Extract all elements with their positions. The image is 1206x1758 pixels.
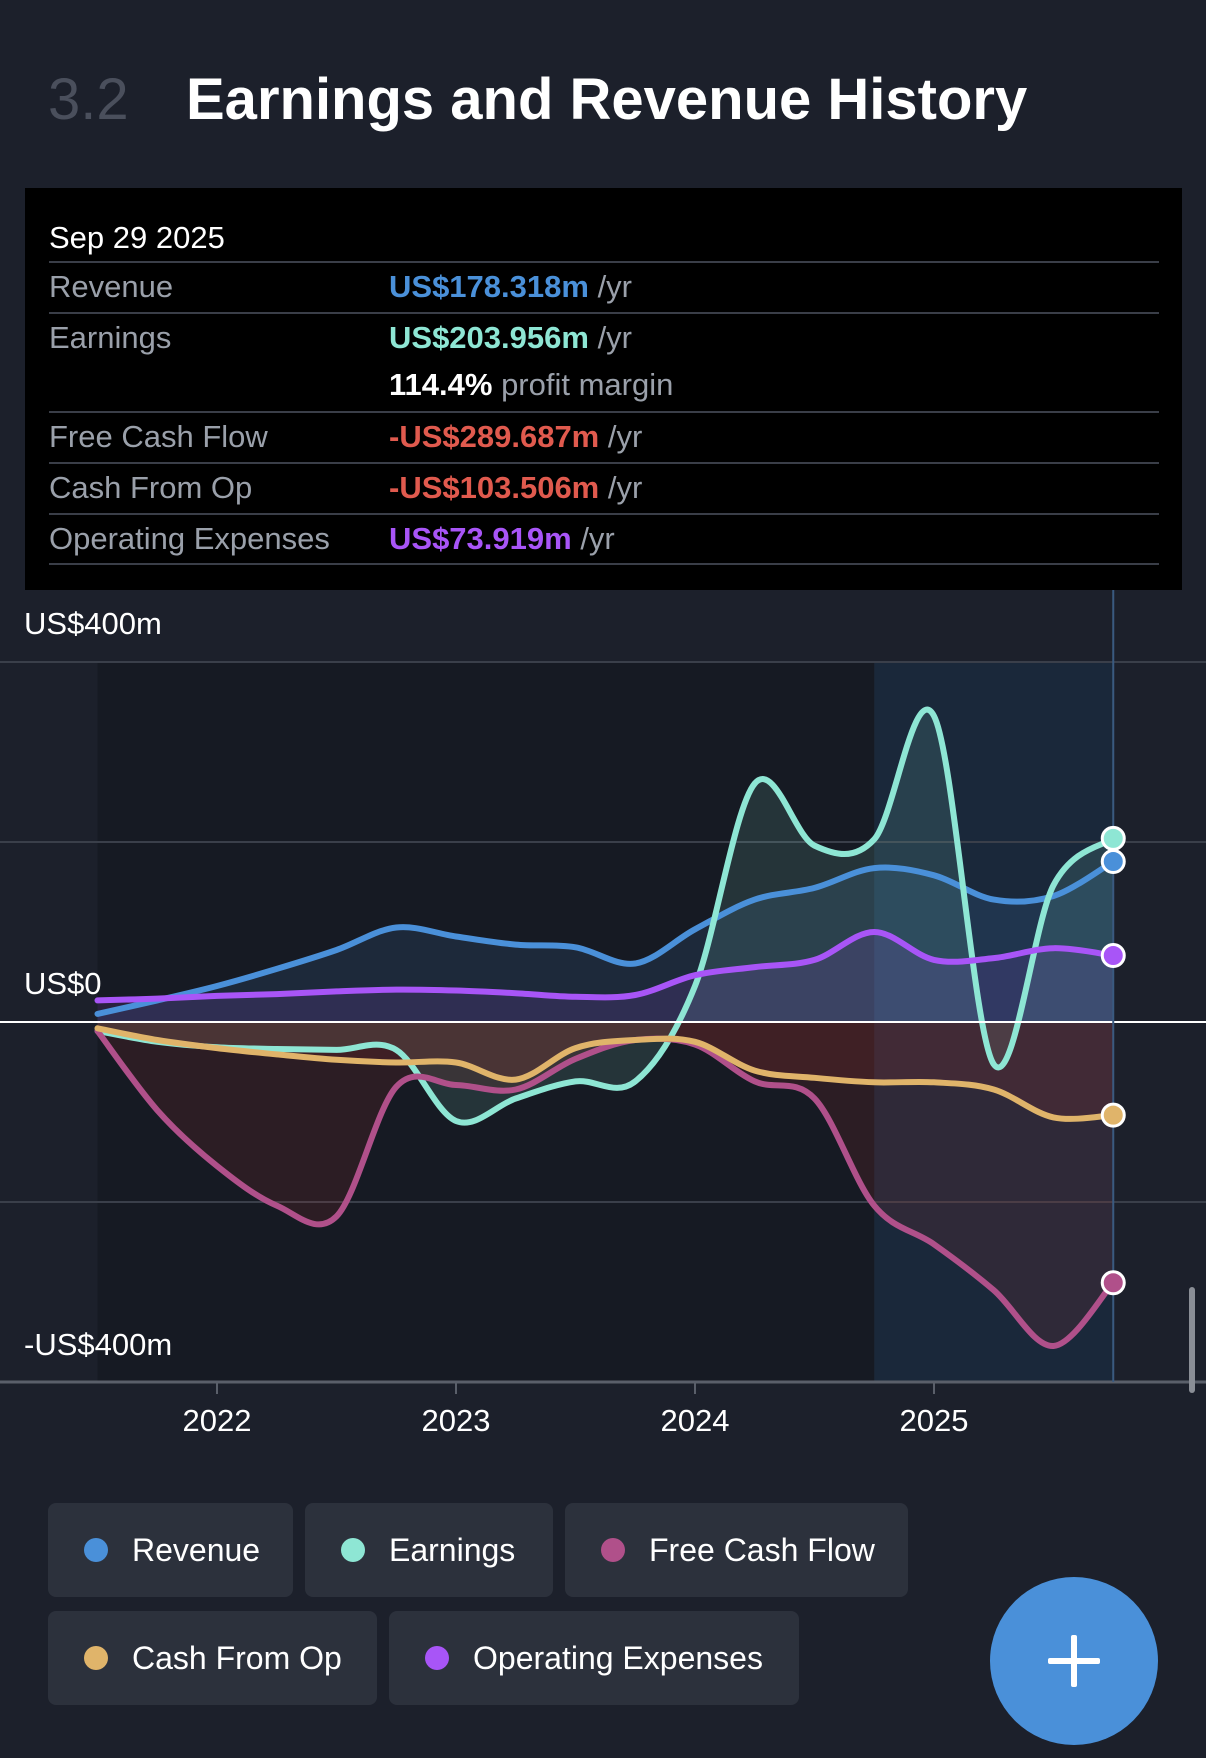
row-value: US$73.919m bbox=[389, 521, 572, 556]
row-label: Earnings bbox=[49, 320, 172, 355]
row-unit: /yr bbox=[597, 320, 632, 355]
section-number: 3.2 bbox=[48, 67, 129, 132]
area-operating-expenses bbox=[97, 932, 1114, 1022]
x-tick-label: 2024 bbox=[660, 1403, 730, 1438]
row-label: Free Cash Flow bbox=[49, 419, 268, 454]
chart-plot[interactable] bbox=[0, 590, 1206, 1410]
row-unit: /yr bbox=[607, 419, 643, 454]
y-tick-label: US$0 bbox=[24, 966, 102, 1001]
row-value: -US$289.687m bbox=[389, 419, 600, 454]
row-value: US$203.956m bbox=[389, 320, 589, 355]
divider bbox=[49, 563, 1159, 565]
legend-earnings[interactable]: Earnings bbox=[305, 1503, 553, 1597]
tooltip-row-earnings: Earnings US$203.956m /yr 114.4% profit m… bbox=[49, 312, 1159, 412]
legend-free-cash-flow[interactable]: Free Cash Flow bbox=[565, 1503, 908, 1597]
row-label: Cash From Op bbox=[49, 470, 253, 505]
x-tick-label: 2022 bbox=[182, 1403, 252, 1438]
legend-label: Cash From Op bbox=[132, 1639, 342, 1676]
legend-label: Revenue bbox=[132, 1531, 261, 1568]
line-operating-expenses bbox=[94, 928, 1117, 1004]
row-label: Revenue bbox=[49, 269, 174, 304]
end-point-revenue bbox=[1100, 849, 1126, 875]
end-point-free-cash-flow bbox=[1100, 1270, 1126, 1296]
legend-dot-icon bbox=[341, 1538, 365, 1562]
tooltip-row-fcf: Free Cash Flow -US$289.687m /yr bbox=[49, 411, 1159, 462]
tooltip-row-revenue: Revenue US$178.318m /yr bbox=[49, 261, 1159, 312]
tooltip-row-cfo: Cash From Op -US$103.506m /yr bbox=[49, 462, 1159, 513]
legend-dot-icon bbox=[601, 1538, 625, 1562]
line-earnings bbox=[94, 706, 1117, 1126]
line-revenue bbox=[94, 858, 1117, 1017]
legend-revenue[interactable]: Revenue bbox=[48, 1503, 293, 1597]
scrollbar[interactable] bbox=[1189, 1287, 1195, 1393]
line-cash-from-op bbox=[94, 1025, 1117, 1122]
end-point-operating-expenses bbox=[1100, 942, 1126, 968]
legend-dot-icon bbox=[84, 1538, 108, 1562]
row-value: -US$103.506m bbox=[389, 470, 600, 505]
area-revenue bbox=[97, 861, 1114, 1022]
end-point-cash-from-op bbox=[1100, 1102, 1126, 1128]
row-label: Operating Expenses bbox=[49, 521, 330, 556]
legend-label: Free Cash Flow bbox=[649, 1531, 875, 1568]
y-tick-label: -US$400m bbox=[24, 1327, 173, 1362]
add-button[interactable] bbox=[990, 1577, 1158, 1745]
row-unit: /yr bbox=[580, 521, 615, 556]
legend-dot-icon bbox=[425, 1646, 449, 1670]
page-title: Earnings and Revenue History bbox=[186, 67, 1028, 132]
row-unit: /yr bbox=[597, 269, 632, 304]
legend-cash-from-op[interactable]: Cash From Op bbox=[48, 1611, 377, 1705]
row-value: US$178.318m bbox=[389, 269, 589, 304]
profit-margin-label: profit margin bbox=[501, 367, 674, 402]
row-unit: /yr bbox=[607, 470, 643, 505]
plus-icon bbox=[1048, 1635, 1100, 1687]
legend-dot-icon bbox=[84, 1646, 108, 1670]
x-tick-label: 2025 bbox=[899, 1403, 969, 1438]
end-point-earnings bbox=[1100, 825, 1126, 851]
legend-operating-expenses[interactable]: Operating Expenses bbox=[389, 1611, 799, 1705]
area-free-cash-flow bbox=[97, 1022, 1114, 1347]
line-free-cash-flow bbox=[94, 1028, 1117, 1349]
area-earnings bbox=[97, 709, 1114, 1123]
tooltip-date: Sep 29 2025 bbox=[49, 220, 225, 255]
chart-tooltip: Sep 29 2025 Revenue US$178.318m /yr Earn… bbox=[25, 188, 1182, 590]
legend-label: Earnings bbox=[389, 1531, 516, 1568]
profit-margin-value: 114.4% bbox=[389, 367, 493, 402]
x-tick-label: 2023 bbox=[421, 1403, 491, 1438]
legend-label: Operating Expenses bbox=[473, 1639, 763, 1676]
y-tick-label: US$400m bbox=[24, 606, 162, 641]
tooltip-row-opex: Operating Expenses US$73.919m /yr bbox=[49, 513, 1159, 564]
